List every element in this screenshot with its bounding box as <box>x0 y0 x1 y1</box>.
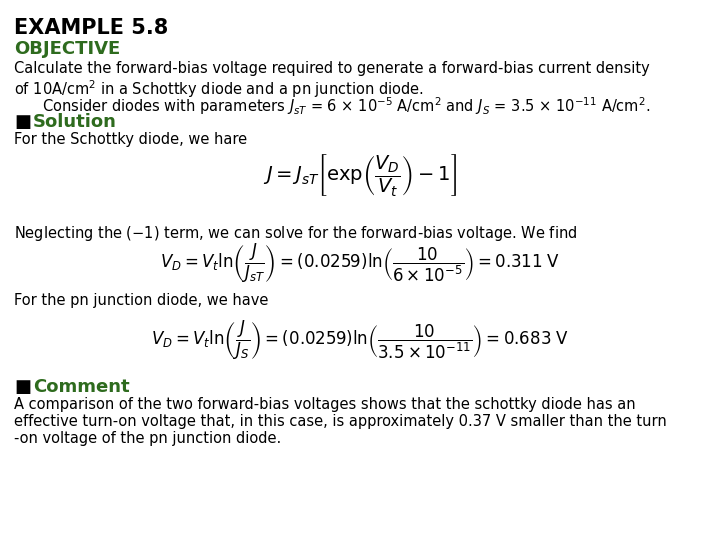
Text: For the pn junction diode, we have: For the pn junction diode, we have <box>14 293 269 308</box>
Text: $J = J_{sT}\left[\exp\!\left(\dfrac{V_D}{V_t}\right)-1\right]$: $J = J_{sT}\left[\exp\!\left(\dfrac{V_D}… <box>263 152 457 198</box>
Text: Comment: Comment <box>33 378 130 396</box>
Text: For the Schottky diode, we hare: For the Schottky diode, we hare <box>14 132 247 147</box>
Text: Solution: Solution <box>33 113 117 131</box>
Text: Calculate the forward-bias voltage required to generate a forward-bias current d: Calculate the forward-bias voltage requi… <box>14 61 649 76</box>
Text: $V_D = V_t\ln\!\left(\dfrac{J}{J_{sT}}\right) = (0.0259)\ln\!\left(\dfrac{10}{6\: $V_D = V_t\ln\!\left(\dfrac{J}{J_{sT}}\r… <box>160 241 560 285</box>
Text: $V_D = V_t\ln\!\left(\dfrac{J}{J_S}\right) = (0.0259)\ln\!\left(\dfrac{10}{3.5\t: $V_D = V_t\ln\!\left(\dfrac{J}{J_S}\righ… <box>151 319 569 362</box>
Text: Consider diodes with parameters $J_{sT}$ = 6 $\times$ 10$^{-5}$ A/cm$^2$ and $J_: Consider diodes with parameters $J_{sT}$… <box>42 95 650 117</box>
Text: effective turn-on voltage that, in this case, is approximately 0.37 V smaller th: effective turn-on voltage that, in this … <box>14 414 667 429</box>
Text: of 10A/cm$^2$ in a Schottky diode and a pn junction diode.: of 10A/cm$^2$ in a Schottky diode and a … <box>14 78 424 100</box>
Text: A comparison of the two forward-bias voltages shows that the schottky diode has : A comparison of the two forward-bias vol… <box>14 397 636 412</box>
Text: OBJECTIVE: OBJECTIVE <box>14 40 120 58</box>
Text: EXAMPLE 5.8: EXAMPLE 5.8 <box>14 18 168 38</box>
Text: Neglecting the ($-$1) term, we can solve for the forward-bias voltage. We find: Neglecting the ($-$1) term, we can solve… <box>14 224 577 243</box>
Text: -on voltage of the pn junction diode.: -on voltage of the pn junction diode. <box>14 431 282 446</box>
Text: ■: ■ <box>14 113 31 131</box>
Text: ■: ■ <box>14 378 31 396</box>
